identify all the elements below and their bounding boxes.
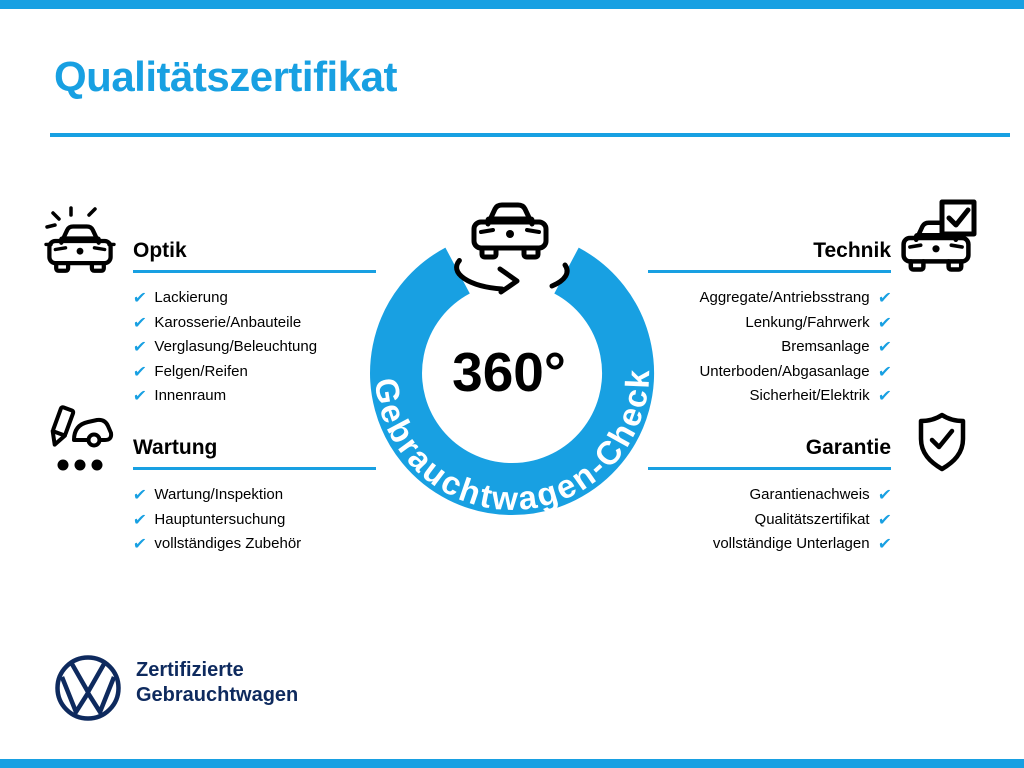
check-item-label: Verglasung/Beleuchtung (154, 338, 318, 355)
check-item: ✔ Lackierung (132, 286, 376, 311)
check-icon: ✔ (876, 337, 893, 356)
section-technik: Technik Aggregate/Antriebsstrang ✔ Lenkun… (648, 238, 893, 409)
page-title: Qualitätszertifikat (54, 53, 397, 100)
check-icon: ✔ (132, 534, 148, 553)
check-item: Garantienachweis ✔ (648, 483, 893, 508)
check-icon: ✔ (876, 361, 893, 381)
section-title: Garantie (805, 436, 891, 459)
check-icon: ✔ (876, 485, 893, 504)
check-item-label: Aggregate/Antriebsstrang (699, 289, 870, 306)
car-checkbox-icon (901, 199, 977, 280)
check-item: Sicherheit/Elektrik ✔ (648, 384, 893, 409)
check-icon: ✔ (132, 485, 148, 504)
section-wartung: Wartung ✔ Wartung/Inspektion ✔ Hauptunters… (132, 435, 376, 557)
check-item: ✔ Verglasung/Beleuchtung (132, 335, 376, 360)
footer-brand-text: Zertifizierte Gebrauchtwagen (136, 658, 298, 708)
section-title: Wartung (133, 436, 218, 459)
section-divider (648, 467, 891, 470)
check-item-label: Karosserie/Anbauteile (154, 313, 302, 331)
top-accent-bar (0, 0, 1024, 9)
check-item: ✔ Innenraum (132, 384, 376, 409)
check-item-label: Innenraum (154, 387, 227, 404)
check-item-label: Felgen/Reifen (154, 362, 248, 380)
footer-brand-line2: Gebrauchtwagen (136, 684, 299, 706)
check-item-label: vollständiges Zubehör (154, 535, 302, 552)
check-item: Aggregate/Antriebsstrang ✔ (648, 286, 893, 311)
badge-degrees: 360° (452, 341, 566, 403)
section-divider (648, 270, 891, 273)
check-icon: ✔ (876, 509, 893, 529)
shield-check-icon (916, 412, 968, 472)
check-icon: ✔ (132, 312, 148, 332)
section-divider (133, 270, 376, 273)
title-divider (50, 133, 1010, 137)
car-360-rotation-icon (454, 202, 570, 295)
check-item: ✔ Hauptuntersuchung (132, 508, 376, 533)
check-icon: ✔ (132, 509, 148, 529)
check-item: ✔ Karosserie/Anbauteile (132, 311, 376, 336)
check-icon: ✔ (876, 534, 893, 553)
check-item: ✔ vollständiges Zubehör (132, 532, 376, 557)
pencil-car-checklist-icon (46, 405, 114, 474)
check-item-label: Hauptuntersuchung (154, 510, 286, 528)
check-item: Unterboden/Abgasanlage ✔ (648, 360, 893, 385)
check-icon: ✔ (132, 288, 148, 307)
check-item: vollständige Unterlagen ✔ (648, 532, 893, 557)
bottom-accent-bar (0, 759, 1024, 768)
check-item: ✔ Wartung/Inspektion (132, 483, 376, 508)
section-divider (133, 467, 376, 470)
sparkling-car-icon (44, 206, 116, 280)
section-title: Optik (133, 239, 187, 262)
check-item-label: Wartung/Inspektion (154, 486, 284, 503)
check-item-label: Qualitätszertifikat (754, 510, 870, 528)
check-item-label: Garantienachweis (749, 486, 870, 503)
check-item: ✔ Felgen/Reifen (132, 360, 376, 385)
check-item-label: vollständige Unterlagen (712, 535, 870, 552)
check-item-label: Unterboden/Abgasanlage (699, 362, 870, 380)
check-item: Lenkung/Fahrwerk ✔ (648, 311, 893, 336)
check-icon: ✔ (876, 288, 893, 307)
check-item-label: Sicherheit/Elektrik (749, 387, 870, 404)
check-icon: ✔ (132, 386, 148, 405)
check-icon: ✔ (132, 337, 148, 356)
badge-ring (370, 247, 655, 515)
check-item-label: Bremsanlage (781, 338, 870, 355)
check-item: Bremsanlage ✔ (648, 335, 893, 360)
volkswagen-logo (53, 653, 123, 728)
check-icon: ✔ (132, 361, 148, 381)
check-item-label: Lackierung (154, 289, 228, 306)
check-item: Qualitätszertifikat ✔ (648, 508, 893, 533)
footer-brand-line1: Zertifizierte (136, 659, 244, 681)
check-item-label: Lenkung/Fahrwerk (745, 313, 870, 331)
check-icon: ✔ (876, 312, 893, 332)
360-degree-badge: 360° Gebrauchtwagen-Check (352, 188, 672, 522)
section-title: Technik (813, 239, 891, 262)
check-icon: ✔ (876, 386, 893, 405)
section-garantie: Garantie Garantienachweis ✔ Qualitätszert… (648, 435, 893, 557)
section-optik: Optik ✔ Lackierung ✔ Karosserie/Anbauteile… (132, 238, 376, 409)
